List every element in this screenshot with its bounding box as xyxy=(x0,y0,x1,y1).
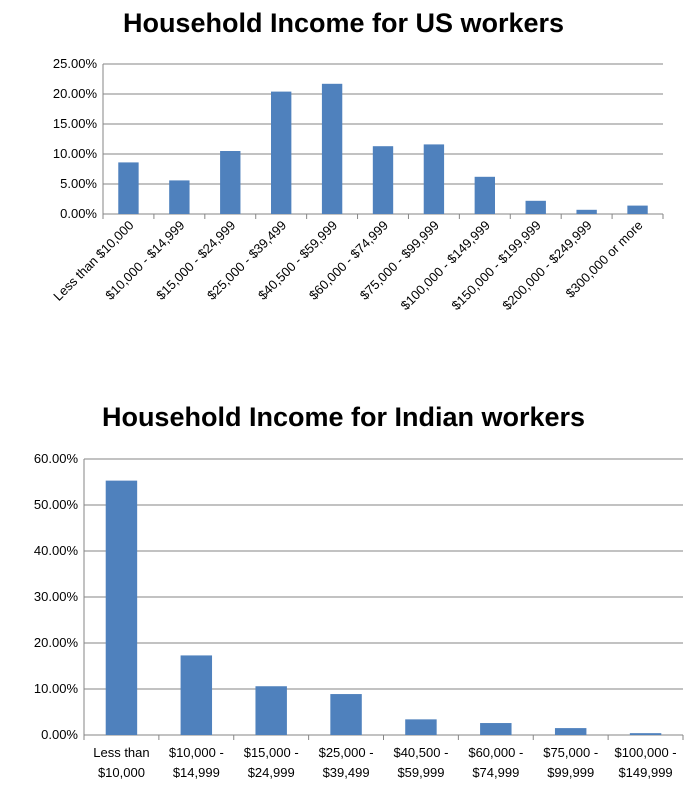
x-category-label: $24,999 xyxy=(248,765,295,780)
bar xyxy=(321,83,343,214)
bar xyxy=(629,733,662,735)
y-tick-label: 0.00% xyxy=(60,206,97,221)
x-category-label: $40,500 - xyxy=(393,745,448,760)
x-category-label: $99,999 xyxy=(547,765,594,780)
x-category-label: $149,999 xyxy=(618,765,672,780)
bar xyxy=(255,686,287,735)
bar xyxy=(330,694,362,735)
y-tick-label: 5.00% xyxy=(60,176,97,191)
x-category-label: $25,000 - xyxy=(319,745,374,760)
y-tick-label: 0.00% xyxy=(41,727,78,742)
y-tick-label: 50.00% xyxy=(34,497,79,512)
bar xyxy=(118,162,139,214)
x-category-label: $39,499 xyxy=(323,765,370,780)
us-income-chart: 0.00%5.00%10.00%15.00%20.00%25.00%Less t… xyxy=(50,56,664,313)
y-tick-label: 40.00% xyxy=(34,543,79,558)
bar xyxy=(220,151,241,214)
bar xyxy=(105,480,138,735)
bar xyxy=(405,719,437,735)
x-category-label: $10,000 - xyxy=(169,745,224,760)
bar xyxy=(169,180,190,214)
y-tick-label: 60.00% xyxy=(34,451,79,466)
us-chart-title: Household Income for US workers xyxy=(122,8,565,38)
x-category-label: $60,000 - xyxy=(468,745,523,760)
bar xyxy=(525,200,546,214)
bar xyxy=(423,144,445,214)
bar xyxy=(627,205,648,214)
y-tick-label: 20.00% xyxy=(53,86,98,101)
y-tick-label: 10.00% xyxy=(53,146,98,161)
bar xyxy=(372,146,394,214)
x-category-label: $100,000 - xyxy=(614,745,676,760)
y-tick-label: 25.00% xyxy=(53,56,98,71)
y-tick-label: 20.00% xyxy=(34,635,79,650)
bar xyxy=(554,728,587,735)
bar xyxy=(474,176,495,214)
bar xyxy=(271,91,292,214)
x-category-label: $10,000 xyxy=(98,765,145,780)
indian-chart-title: Household Income for Indian workers xyxy=(101,402,586,432)
bar xyxy=(576,209,597,214)
y-tick-label: 15.00% xyxy=(53,116,98,131)
y-tick-label: 10.00% xyxy=(34,681,79,696)
x-category-label: $74,999 xyxy=(472,765,519,780)
x-category-label: $59,999 xyxy=(397,765,444,780)
y-tick-label: 30.00% xyxy=(34,589,79,604)
x-category-label: $15,000 - xyxy=(244,745,299,760)
bar xyxy=(180,655,213,735)
x-category-label: $75,000 - xyxy=(543,745,598,760)
x-category-label: Less than xyxy=(93,745,149,760)
x-category-label: $14,999 xyxy=(173,765,220,780)
bar xyxy=(480,723,512,735)
